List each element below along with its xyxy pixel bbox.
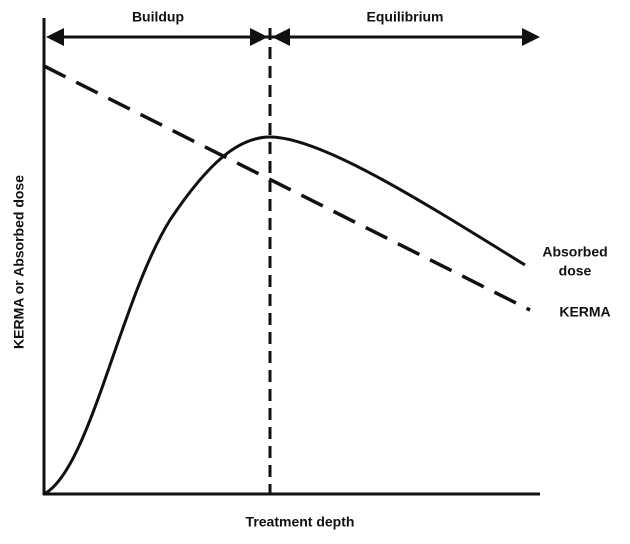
y-axis-label: KERMA or Absorbed dose	[11, 175, 27, 349]
arrow-head	[250, 28, 268, 46]
curve-label: Absorbed	[542, 244, 607, 260]
curve-label: KERMA	[559, 304, 610, 320]
region-label: Buildup	[132, 9, 184, 25]
arrow-head	[522, 28, 540, 46]
x-axis-label: Treatment depth	[246, 514, 355, 530]
absorbed-dose-curve	[43, 135, 526, 496]
region-label: Equilibrium	[367, 9, 444, 25]
arrow-head	[272, 28, 290, 46]
arrow-head	[46, 28, 64, 46]
curve-label: dose	[559, 263, 592, 279]
kerma-line	[43, 64, 531, 312]
